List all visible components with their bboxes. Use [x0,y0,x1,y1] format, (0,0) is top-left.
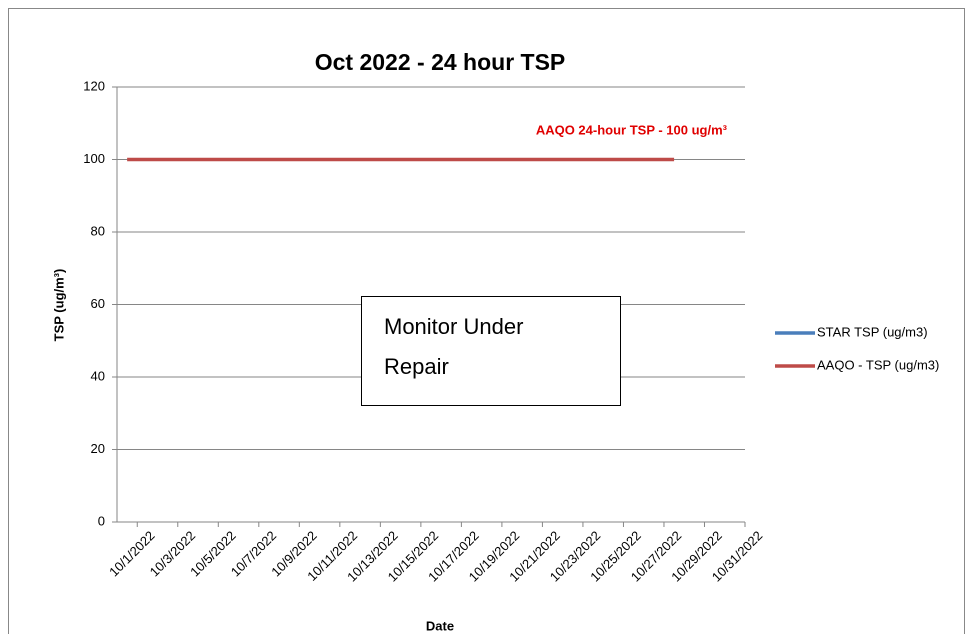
y-tick-label: 60 [91,296,105,311]
annotation: AAQO 24-hour TSP - 100 ug/m³ [536,122,728,137]
annotation-box [361,296,621,406]
annotation-box-text: Monitor Under [384,314,523,339]
y-tick-label: 40 [91,368,105,383]
y-tick-label: 0 [98,513,105,528]
legend-label: STAR TSP (ug/m3) [817,324,928,339]
annotation-box-text: Repair [384,354,449,379]
y-tick-label: 100 [83,151,105,166]
legend-label: AAQO - TSP (ug/m3) [817,357,939,372]
chart-title: Oct 2022 - 24 hour TSP [315,49,566,75]
y-tick-label: 20 [91,441,105,456]
y-tick-label: 80 [91,223,105,238]
y-axis-label: TSP (ug/m³) [51,269,66,342]
x-axis-label: Date [426,618,454,633]
y-tick-label: 120 [83,78,105,93]
